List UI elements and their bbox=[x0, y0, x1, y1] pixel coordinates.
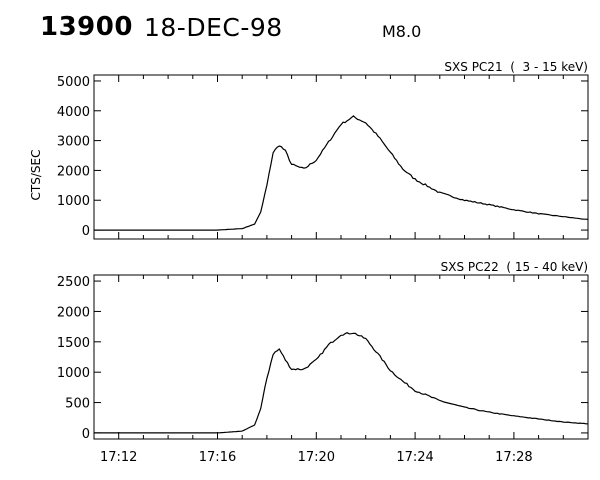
series-line-pc22 bbox=[94, 332, 589, 434]
x-tick-label: 17:20 bbox=[298, 450, 335, 465]
flare-class-label: M8.0 bbox=[382, 22, 422, 41]
x-tick-label: 17:28 bbox=[495, 450, 532, 465]
plot-frame-pc22 bbox=[93, 274, 589, 440]
y-tick-label: 2000 bbox=[57, 305, 90, 320]
panel-title-pc22: SXS PC22 ( 15 - 40 keV) bbox=[441, 260, 588, 274]
y-tick-label: 5000 bbox=[57, 75, 90, 90]
panel-pc22: SXS PC22 ( 15 - 40 keV) 0 500 1000 1500 2000… bbox=[57, 260, 589, 465]
panel-title-pc21: SXS PC21 ( 3 - 15 keV) bbox=[444, 60, 588, 74]
x-ticks-pc22: 17:12 17:16 17:20 17:24 17:28 bbox=[100, 275, 589, 465]
event-id-label: 13900 bbox=[40, 12, 133, 42]
y-tick-label: 1000 bbox=[57, 194, 90, 209]
y-axis-label-pc21: CTS/SEC bbox=[29, 150, 43, 201]
y-tick-label: 2000 bbox=[57, 164, 90, 179]
y-tick-label: 4000 bbox=[57, 105, 90, 120]
series-line-pc21 bbox=[94, 115, 589, 231]
y-tick-label: 0 bbox=[82, 224, 90, 239]
x-tick-label: 17:12 bbox=[100, 450, 137, 465]
x-ticks-pc21 bbox=[118, 75, 589, 239]
event-date-label: 18-DEC-98 bbox=[144, 13, 283, 42]
y-tick-label: 0 bbox=[82, 427, 90, 442]
plot-frame-pc21 bbox=[93, 74, 589, 240]
x-tick-label: 17:16 bbox=[199, 450, 236, 465]
y-tick-label: 3000 bbox=[57, 135, 90, 150]
y-ticks-pc22: 0 500 1000 1500 2000 2500 bbox=[57, 275, 588, 442]
y-tick-label: 1500 bbox=[57, 336, 90, 351]
y-tick-label: 2500 bbox=[57, 275, 90, 290]
x-tick-label: 17:24 bbox=[396, 450, 433, 465]
y-ticks-pc21: 0 1000 2000 3000 4000 5000 bbox=[57, 75, 588, 239]
y-tick-label: 1000 bbox=[57, 366, 90, 381]
y-tick-label: 500 bbox=[65, 397, 90, 412]
panel-pc21: SXS PC21 ( 3 - 15 keV) CTS/SEC 0 1000 2000… bbox=[29, 60, 589, 240]
